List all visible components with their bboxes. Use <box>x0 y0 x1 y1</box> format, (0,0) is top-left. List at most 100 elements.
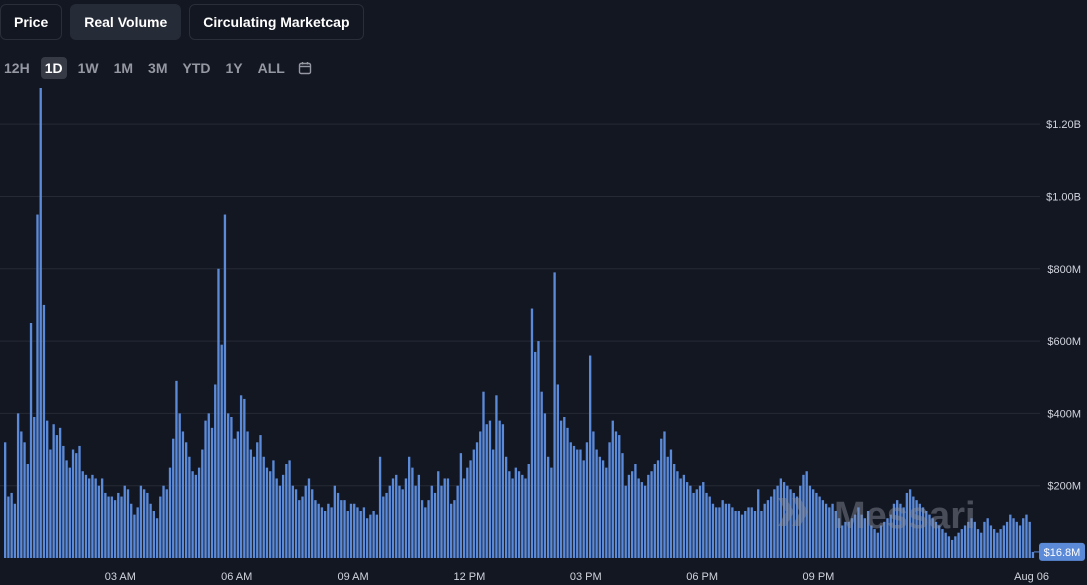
volume-bar <box>576 449 579 558</box>
volume-bar <box>162 485 165 558</box>
volume-bar <box>647 474 650 558</box>
volume-bar <box>986 518 989 558</box>
volume-bar <box>450 503 453 558</box>
volume-bar <box>81 471 84 558</box>
volume-bar <box>362 507 366 558</box>
volume-bar <box>317 503 320 558</box>
volume-bar <box>1009 514 1012 558</box>
volume-bar <box>702 482 705 558</box>
volume-bar <box>453 500 456 558</box>
volume-bar <box>601 460 605 558</box>
volume-bar <box>695 489 698 558</box>
volume-bar <box>950 539 954 558</box>
volume-bar <box>524 478 527 558</box>
volume-bar <box>537 341 540 558</box>
badge-background <box>1039 542 1085 561</box>
volume-bar <box>58 427 62 558</box>
volume-bar <box>779 478 782 558</box>
volume-bar <box>944 532 947 558</box>
volume-bar <box>155 518 159 558</box>
volume-bar <box>459 453 463 558</box>
volume-bar <box>16 413 20 558</box>
volume-bar <box>482 391 485 558</box>
volume-bar <box>517 471 521 558</box>
volume-bar <box>165 489 168 558</box>
range-all[interactable]: ALL <box>257 60 285 76</box>
volume-bar <box>233 438 236 558</box>
volume-bar <box>802 474 805 558</box>
volume-bar <box>805 471 808 558</box>
x-tick-label: 03 AM <box>105 571 136 583</box>
volume-bar <box>298 500 301 558</box>
range-3m[interactable]: 3M <box>148 60 168 76</box>
volume-bar <box>417 474 421 558</box>
volume-bar <box>673 464 676 558</box>
volume-bar <box>184 442 188 558</box>
volume-bar <box>886 518 889 558</box>
volume-bar <box>440 485 443 558</box>
volume-bar <box>844 521 847 558</box>
volume-bar <box>175 380 178 558</box>
volume-bar <box>356 507 359 558</box>
range-ytd[interactable]: YTD <box>182 60 211 76</box>
volume-bar <box>976 529 980 558</box>
volume-bar <box>799 485 802 558</box>
range-1d[interactable]: 1D <box>40 57 67 79</box>
x-tick-label: 09 PM <box>803 571 835 583</box>
volume-bar <box>563 417 566 558</box>
tab-circulating-marketcap[interactable]: Circulating Marketcap <box>189 4 364 40</box>
volume-bar <box>239 395 243 558</box>
volume-bar <box>776 485 779 558</box>
volume-bar <box>614 431 618 558</box>
calendar-icon[interactable] <box>298 61 312 75</box>
volume-bar <box>721 500 724 558</box>
volume-bar <box>498 420 501 558</box>
chart-gridlines <box>0 123 1040 487</box>
volume-bar <box>349 503 353 558</box>
volume-bar <box>204 420 207 558</box>
volume-bar <box>831 503 834 558</box>
volume-bar <box>110 496 113 558</box>
volume-bar <box>456 485 459 558</box>
volume-bar <box>989 525 993 558</box>
volume-bar <box>618 435 621 558</box>
volume-bar <box>970 518 973 558</box>
volume-bar <box>501 424 505 558</box>
range-12h[interactable]: 12H <box>4 60 30 76</box>
volume-bar <box>698 485 702 558</box>
volume-bar <box>294 489 298 558</box>
volume-bar <box>113 500 117 558</box>
volume-bar <box>731 507 734 558</box>
range-1m[interactable]: 1M <box>113 60 134 76</box>
volume-bar <box>643 485 647 558</box>
volume-bar <box>828 507 831 558</box>
volume-bar <box>49 449 52 558</box>
x-tick-label: 12 PM <box>454 571 486 583</box>
range-1w[interactable]: 1W <box>77 60 99 76</box>
volume-bar <box>773 489 776 558</box>
tab-real-volume[interactable]: Real Volume <box>70 4 182 40</box>
volume-bar <box>954 536 957 558</box>
volume-bar <box>504 456 508 558</box>
x-tick-label: 03 PM <box>570 571 602 583</box>
volume-bar <box>534 351 537 558</box>
volume-bar <box>475 442 479 558</box>
volume-bar <box>973 521 976 558</box>
volume-bar <box>947 536 951 558</box>
volume-bar <box>33 417 36 558</box>
volume-bar <box>543 413 547 558</box>
volume-bar <box>408 456 411 558</box>
volume-bar <box>824 503 828 558</box>
volume-bar <box>365 518 369 558</box>
volume-bar <box>168 467 172 558</box>
volume-bar <box>727 503 731 558</box>
range-1y[interactable]: 1Y <box>225 60 243 76</box>
volume-bar <box>288 460 291 558</box>
volume-bar <box>314 500 317 558</box>
volume-bar <box>269 471 272 558</box>
tab-price[interactable]: Price <box>0 4 63 40</box>
volume-bar <box>747 507 750 558</box>
volume-bar <box>818 496 821 558</box>
volume-bar <box>466 467 469 558</box>
volume-bar <box>391 478 395 558</box>
